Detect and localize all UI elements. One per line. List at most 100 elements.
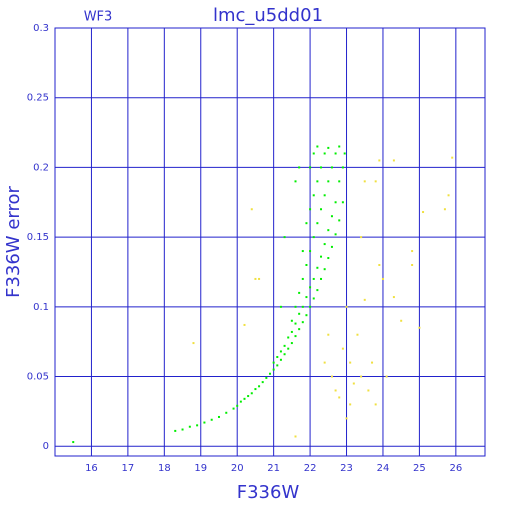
point xyxy=(254,388,257,391)
point xyxy=(316,145,319,148)
point xyxy=(378,159,381,162)
point xyxy=(294,322,297,325)
point xyxy=(247,395,250,398)
point xyxy=(320,208,323,211)
point xyxy=(349,403,352,406)
point xyxy=(323,268,326,271)
point xyxy=(294,335,297,338)
point xyxy=(323,243,326,246)
point xyxy=(309,166,312,169)
point xyxy=(411,264,414,267)
point xyxy=(327,333,330,336)
point xyxy=(334,389,337,392)
point xyxy=(301,250,304,253)
point xyxy=(320,166,323,169)
point xyxy=(392,296,395,299)
y-tick-label: 0.2 xyxy=(33,162,49,173)
point xyxy=(72,441,75,444)
point xyxy=(312,152,315,155)
point xyxy=(272,361,275,364)
y-tick-label: 0.3 xyxy=(33,23,49,34)
point xyxy=(316,266,319,269)
point xyxy=(301,277,304,280)
point xyxy=(338,396,341,399)
point xyxy=(374,180,377,183)
point xyxy=(254,277,257,280)
point xyxy=(374,403,377,406)
point xyxy=(443,208,446,211)
x-tick-label: 20 xyxy=(231,463,244,474)
chart-title: lmc_u5dd01 xyxy=(213,5,323,26)
point xyxy=(338,180,341,183)
point xyxy=(276,356,279,359)
x-axis-label: F336W xyxy=(237,482,300,503)
point xyxy=(330,245,333,248)
point xyxy=(243,397,246,400)
x-tick-label: 24 xyxy=(377,463,390,474)
point xyxy=(250,208,253,211)
point xyxy=(349,361,352,364)
point xyxy=(279,358,282,361)
point xyxy=(276,364,279,367)
point xyxy=(301,321,304,324)
point xyxy=(338,219,341,222)
point xyxy=(236,404,239,407)
point xyxy=(279,305,282,308)
point xyxy=(323,194,326,197)
point xyxy=(298,312,301,315)
point xyxy=(363,298,366,301)
point xyxy=(316,289,319,292)
point xyxy=(298,166,301,169)
point xyxy=(312,194,315,197)
point xyxy=(341,347,344,350)
point xyxy=(392,159,395,162)
point xyxy=(305,296,308,299)
point xyxy=(239,400,242,403)
point xyxy=(261,381,264,384)
point xyxy=(345,305,348,308)
x-tick-label: 25 xyxy=(413,463,426,474)
point xyxy=(225,411,228,414)
point xyxy=(196,424,199,427)
point xyxy=(279,350,282,353)
point xyxy=(356,333,359,336)
point xyxy=(298,291,301,294)
y-tick-label: 0 xyxy=(43,441,49,452)
x-tick-label: 18 xyxy=(158,463,171,474)
point xyxy=(341,201,344,204)
point xyxy=(309,208,312,211)
point xyxy=(334,233,337,236)
x-tick-label: 16 xyxy=(85,463,98,474)
x-tick-label: 19 xyxy=(194,463,207,474)
point xyxy=(327,229,330,232)
point xyxy=(320,255,323,258)
point xyxy=(327,257,330,260)
point xyxy=(243,323,246,326)
point xyxy=(294,305,297,308)
point xyxy=(447,194,450,197)
point xyxy=(203,421,206,424)
x-tick-label: 26 xyxy=(449,463,462,474)
point xyxy=(290,342,293,345)
point xyxy=(385,375,388,378)
point xyxy=(400,319,403,322)
point xyxy=(330,375,333,378)
point xyxy=(181,428,184,431)
point xyxy=(312,236,315,239)
y-tick-label: 0.25 xyxy=(27,93,49,104)
point xyxy=(312,277,315,280)
point xyxy=(378,264,381,267)
point xyxy=(309,305,312,308)
point xyxy=(341,166,344,169)
point xyxy=(316,180,319,183)
y-tick-label: 0.05 xyxy=(27,372,49,383)
y-axis-label: F336W error xyxy=(3,186,24,298)
point xyxy=(418,326,421,329)
point xyxy=(287,336,290,339)
point xyxy=(360,375,363,378)
point xyxy=(301,305,304,308)
point xyxy=(294,180,297,183)
point xyxy=(258,385,261,388)
plot-frame xyxy=(54,27,486,457)
